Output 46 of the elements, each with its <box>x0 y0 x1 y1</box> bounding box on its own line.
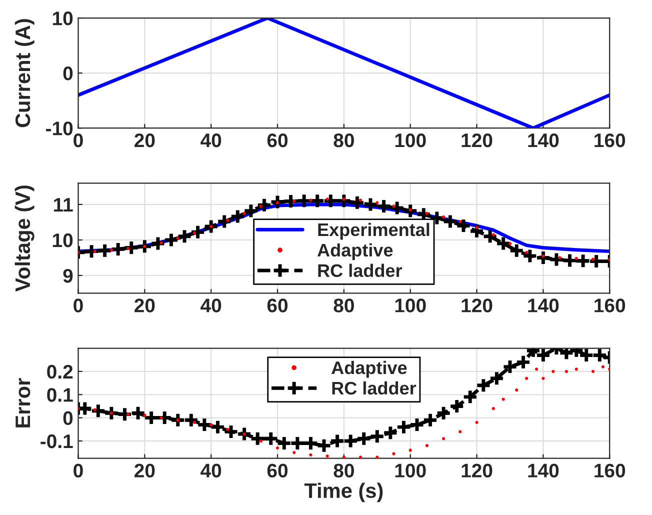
x-tick-label: 60 <box>267 298 288 312</box>
x-tick-label: 120 <box>462 133 492 148</box>
x-tick-label: 120 <box>462 298 492 312</box>
y-axis-title: Error <box>16 378 30 428</box>
x-tick-label: 0 <box>74 298 83 312</box>
y-tick-label: 10 <box>52 233 73 248</box>
y-tick-label: -10 <box>46 122 73 136</box>
legend-label: Adaptive <box>317 243 393 260</box>
y-tick-label: 11 <box>54 198 73 212</box>
x-tick-label: 120 <box>462 464 492 478</box>
x-tick-label: 20 <box>134 133 155 148</box>
x-tick-label: 0 <box>74 133 83 148</box>
x-tick-label: 20 <box>134 464 155 478</box>
x-tick-label: 160 <box>594 133 626 148</box>
legend-label: Experimental <box>318 222 430 240</box>
x-tick-label: 80 <box>334 298 354 312</box>
x-tick-label: 40 <box>200 464 222 478</box>
x-tick-label: 80 <box>334 133 354 148</box>
x-tick-label: 40 <box>200 133 222 148</box>
y-tick-label: 0.1 <box>47 388 73 402</box>
x-tick-label: 140 <box>528 133 559 148</box>
x-tick-label: 100 <box>395 298 426 312</box>
x-tick-label: 100 <box>395 133 426 148</box>
y-tick-label: 9 <box>63 268 73 283</box>
x-tick-label: 160 <box>594 464 626 478</box>
y-tick-label: -0.1 <box>40 434 73 448</box>
y-axis-title: Voltage (V) <box>14 186 34 292</box>
x-tick-label: 160 <box>594 298 626 312</box>
y-tick-label: 0 <box>63 411 73 426</box>
y-tick-label: 0 <box>63 66 73 80</box>
x-tick-label: 140 <box>528 464 559 478</box>
x-tick-label: 140 <box>528 298 559 312</box>
y-tick-label: 10 <box>52 11 73 26</box>
y-tick-label: 0.2 <box>47 364 73 379</box>
x-tick-label: 40 <box>200 298 222 312</box>
y-axis-title: Current (A) <box>14 19 34 128</box>
x-tick-label: 60 <box>267 464 288 478</box>
x-axis-title: Time (s) <box>304 482 383 502</box>
legend-label: Adaptive <box>332 360 407 378</box>
x-tick-label: 0 <box>74 464 83 478</box>
legend-label: RC ladder <box>332 381 416 395</box>
x-tick-label: 20 <box>134 298 155 312</box>
legend-label: RC ladder <box>318 264 402 278</box>
x-tick-label: 80 <box>334 464 354 478</box>
x-tick-label: 60 <box>267 133 288 148</box>
x-tick-label: 100 <box>395 464 426 478</box>
